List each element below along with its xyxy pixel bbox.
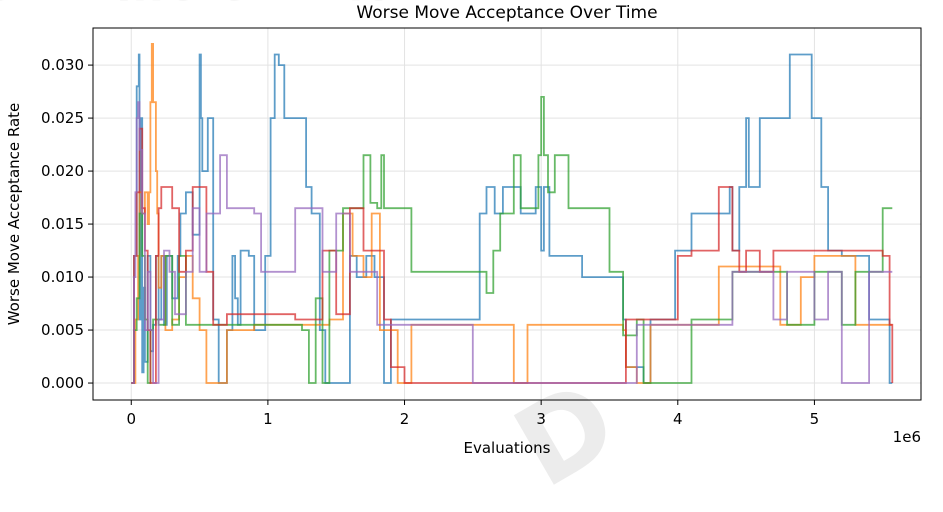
x-tick-label: 5 [810, 410, 820, 428]
y-tick-label: 0.025 [41, 109, 84, 127]
y-tick-label: 0.000 [41, 374, 84, 392]
x-tick-label: 3 [536, 410, 546, 428]
series-line-5 [131, 101, 893, 384]
x-tick-label: 4 [673, 410, 683, 428]
y-axis-label: Worse Move Acceptance Rate [5, 103, 23, 326]
series-lines [131, 43, 894, 384]
y-tick-label: 0.015 [41, 215, 84, 233]
plot-frame [92, 27, 922, 401]
x-tick-label: 1 [263, 410, 273, 428]
series-line-4 [131, 127, 894, 384]
x-axis-label: Evaluations [464, 439, 551, 454]
y-tick-label: 0.010 [41, 268, 84, 286]
x-tick-label: 0 [126, 410, 136, 428]
series-line-3 [131, 96, 893, 384]
x-axis-ticks: 0 1 2 3 4 5 [126, 400, 819, 428]
x-axis-offset-label: 1e6 [893, 428, 921, 446]
x-tick-label: 2 [400, 410, 410, 428]
y-axis-ticks: 0.000 0.005 0.010 0.015 0.020 0.025 0.030 [41, 56, 93, 392]
series-line-1 [131, 53, 893, 384]
y-tick-label: 0.030 [41, 56, 84, 74]
grid-lines [93, 28, 921, 400]
y-tick-label: 0.020 [41, 162, 84, 180]
y-tick-label: 0.005 [41, 321, 84, 339]
chart-title: Worse Move Acceptance Over Time [356, 3, 657, 23]
